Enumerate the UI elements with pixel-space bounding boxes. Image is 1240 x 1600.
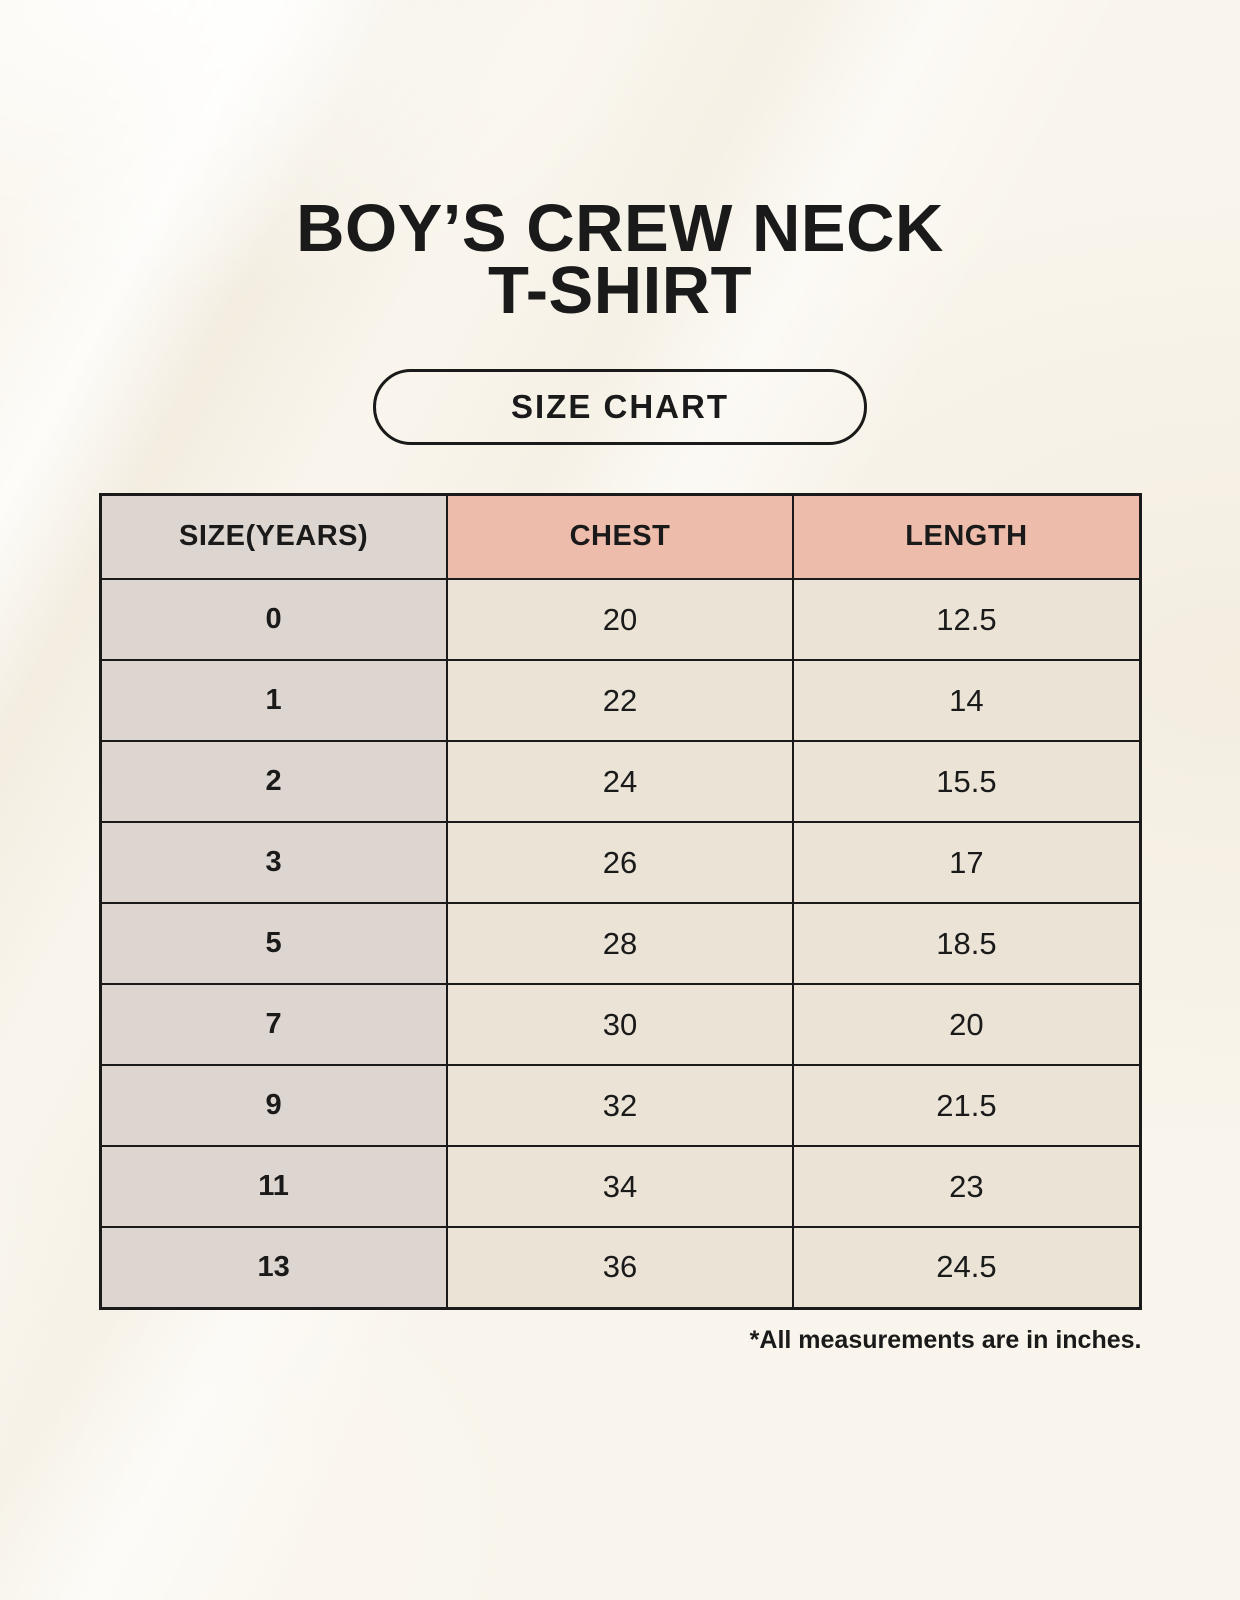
size-cell: 7 [99, 983, 448, 1067]
page-title: BOY’S CREW NECK T-SHIRT [0, 0, 1240, 324]
length-cell: 18.5 [792, 902, 1141, 986]
size-cell: 3 [99, 821, 448, 905]
size-cell: 1 [99, 659, 448, 743]
title-line-1: BOY’S CREW NECK [296, 191, 944, 266]
table-row: 7 30 20 [99, 983, 1141, 1067]
table-row: 13 36 24.5 [99, 1226, 1141, 1310]
size-chart-button[interactable]: SIZE CHART [373, 368, 867, 445]
size-chart-button-label: SIZE CHART [511, 387, 729, 425]
table-row: 3 26 17 [99, 821, 1141, 905]
chest-cell: 30 [445, 983, 795, 1067]
chest-cell: 24 [445, 740, 795, 824]
size-cell: 13 [99, 1226, 448, 1310]
table-row: 2 24 15.5 [99, 740, 1141, 824]
length-cell: 17 [792, 821, 1141, 905]
table-row: 1 22 14 [99, 659, 1141, 743]
chest-cell: 32 [445, 1064, 795, 1148]
length-cell: 15.5 [792, 740, 1141, 824]
size-table: SIZE(YEARS) CHEST LENGTH 0 20 12.5 1 22 … [98, 492, 1142, 1310]
length-cell: 21.5 [792, 1064, 1141, 1148]
measurements-footnote: *All measurements are in inches. [749, 1325, 1142, 1354]
size-cell: 2 [99, 740, 448, 824]
column-header-size-years: SIZE(YEARS) [99, 493, 448, 581]
size-cell: 11 [99, 1145, 448, 1229]
table-row: 11 34 23 [99, 1145, 1141, 1229]
chest-cell: 36 [445, 1226, 795, 1310]
table-header-row: SIZE(YEARS) CHEST LENGTH [99, 493, 1141, 581]
chest-cell: 26 [445, 821, 795, 905]
column-header-length: LENGTH [792, 493, 1141, 581]
title-line-2: T-SHIRT [487, 253, 753, 329]
column-header-chest: CHEST [445, 493, 795, 581]
size-cell: 9 [99, 1064, 448, 1148]
chest-cell: 28 [445, 902, 795, 986]
size-cell: 5 [99, 902, 448, 986]
length-cell: 23 [792, 1145, 1141, 1229]
size-cell: 0 [99, 578, 448, 662]
length-cell: 24.5 [792, 1226, 1141, 1310]
length-cell: 14 [792, 659, 1141, 743]
chest-cell: 34 [445, 1145, 795, 1229]
length-cell: 20 [792, 983, 1141, 1067]
size-chart-page: BOY’S CREW NECK T-SHIRT SIZE CHART SIZE(… [0, 0, 1240, 1354]
chest-cell: 22 [445, 659, 795, 743]
table-row: 5 28 18.5 [99, 902, 1141, 986]
table-row: 9 32 21.5 [99, 1064, 1141, 1148]
length-cell: 12.5 [792, 578, 1141, 662]
chest-cell: 20 [445, 578, 795, 662]
size-chart-button-wrap: SIZE CHART [0, 368, 1240, 445]
table-row: 0 20 12.5 [99, 578, 1141, 662]
